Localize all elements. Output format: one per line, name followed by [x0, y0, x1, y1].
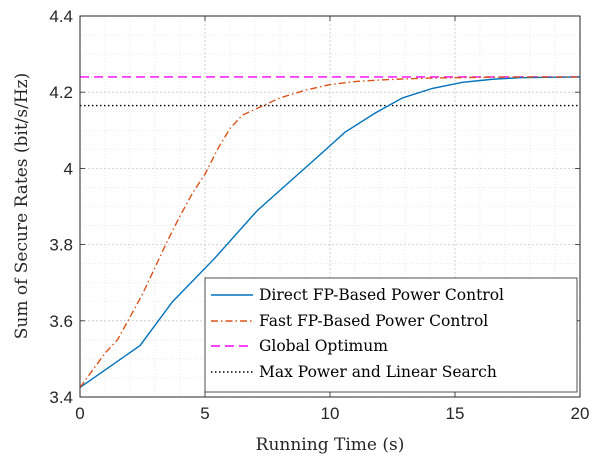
- x-tick-label: 15: [446, 404, 465, 423]
- series-line-fast-fp-based-power-control: [79, 76, 580, 388]
- y-tick-label: 4.2: [49, 83, 73, 102]
- y-tick-label: 3.4: [49, 388, 73, 407]
- x-tick-labels: 0 5 10 15 20: [75, 404, 589, 423]
- x-tick-label: 10: [321, 404, 340, 423]
- legend-label-direct-fp: Direct FP-Based Power Control: [259, 286, 504, 304]
- y-tick-label: 3.6: [49, 312, 73, 331]
- x-tick-label: 0: [75, 404, 84, 423]
- axis-ticks: [79, 15, 581, 398]
- series-layer: [79, 76, 581, 389]
- y-axis-label: Sum of Secure Rates (bit/s/Hz): [12, 73, 32, 340]
- legend-label-global-optimum: Global Optimum: [259, 337, 388, 355]
- legend-box: [204, 277, 578, 393]
- legend: Direct FP-Based Power Control Fast FP-Ba…: [204, 277, 578, 393]
- legend-label-max-power: Max Power and Linear Search: [259, 363, 497, 381]
- y-tick-label: 4.4: [49, 7, 73, 26]
- y-tick-label: 4: [64, 159, 73, 178]
- y-tick-labels: 3.4 3.6 3.8 4 4.2 4.4: [49, 7, 73, 407]
- series-line-direct-fp-based-power-control: [79, 76, 581, 389]
- x-tick-label: 20: [571, 404, 590, 423]
- y-tick-label: 3.8: [49, 236, 73, 255]
- legend-label-fast-fp: Fast FP-Based Power Control: [259, 312, 488, 330]
- x-axis-label: Running Time (s): [256, 435, 405, 455]
- x-tick-label: 5: [200, 404, 209, 423]
